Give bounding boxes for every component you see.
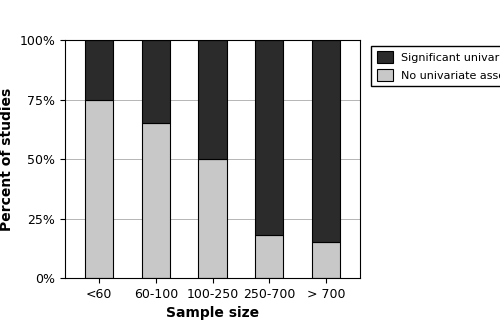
Bar <box>85 100 113 278</box>
Bar <box>255 40 284 235</box>
Bar <box>312 40 340 243</box>
Bar <box>198 159 226 278</box>
Bar <box>255 235 284 278</box>
Legend: Significant univariate association, No univariate association: Significant univariate association, No u… <box>372 46 500 86</box>
Bar <box>312 243 340 278</box>
Bar <box>142 40 170 123</box>
X-axis label: Sample size: Sample size <box>166 306 259 320</box>
Bar <box>85 40 113 100</box>
Y-axis label: Percent of studies: Percent of studies <box>0 87 14 231</box>
Bar <box>198 40 226 159</box>
Bar <box>142 123 170 278</box>
